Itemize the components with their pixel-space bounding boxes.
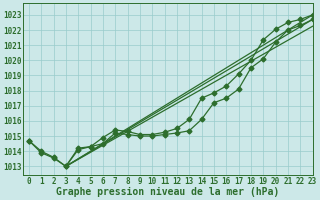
X-axis label: Graphe pression niveau de la mer (hPa): Graphe pression niveau de la mer (hPa): [56, 187, 279, 197]
